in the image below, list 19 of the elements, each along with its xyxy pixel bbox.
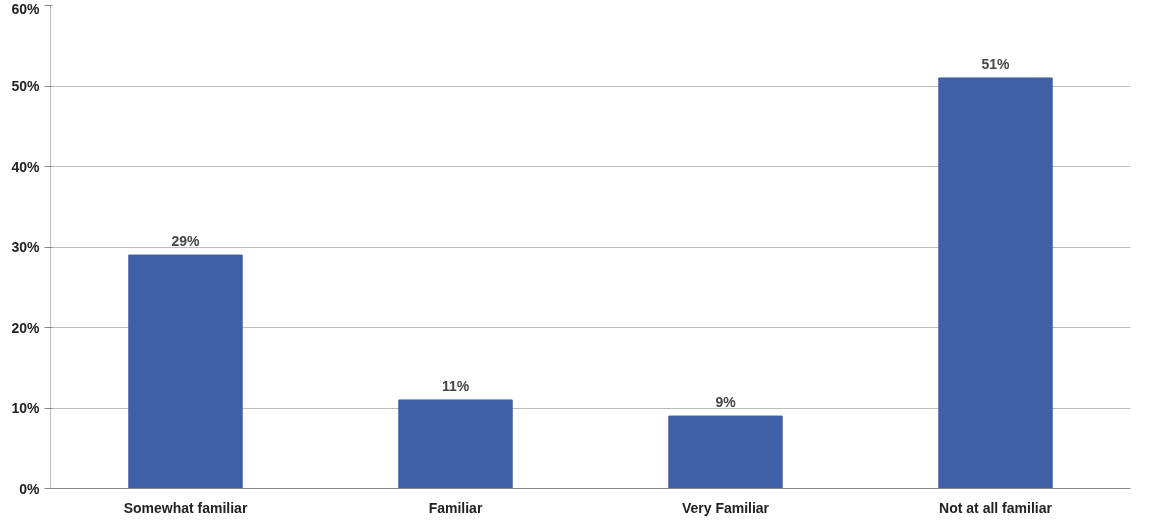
data-label: 29% [171,233,201,250]
bar [398,399,513,489]
y-tick-label: 50% [11,78,41,94]
x-tick-label: Familiar [428,499,483,516]
x-tick-label: Very Familiar [681,499,770,516]
bar [128,254,243,489]
y-tick-label: 10% [11,400,41,416]
y-tick-label: 60% [11,0,41,17]
x-tick-label: Somewhat familiar [123,499,248,516]
bar [668,415,783,489]
data-label: 51% [981,55,1011,72]
y-tick-label: 0% [19,480,41,497]
data-label: 9% [715,394,737,411]
y-tick-label: 20% [11,319,41,336]
bar [938,77,1053,489]
x-tick-label: Not at all familiar [939,499,1053,516]
y-tick-label: 40% [11,158,41,175]
y-tick-label: 30% [11,239,41,255]
data-label: 11% [441,377,470,394]
